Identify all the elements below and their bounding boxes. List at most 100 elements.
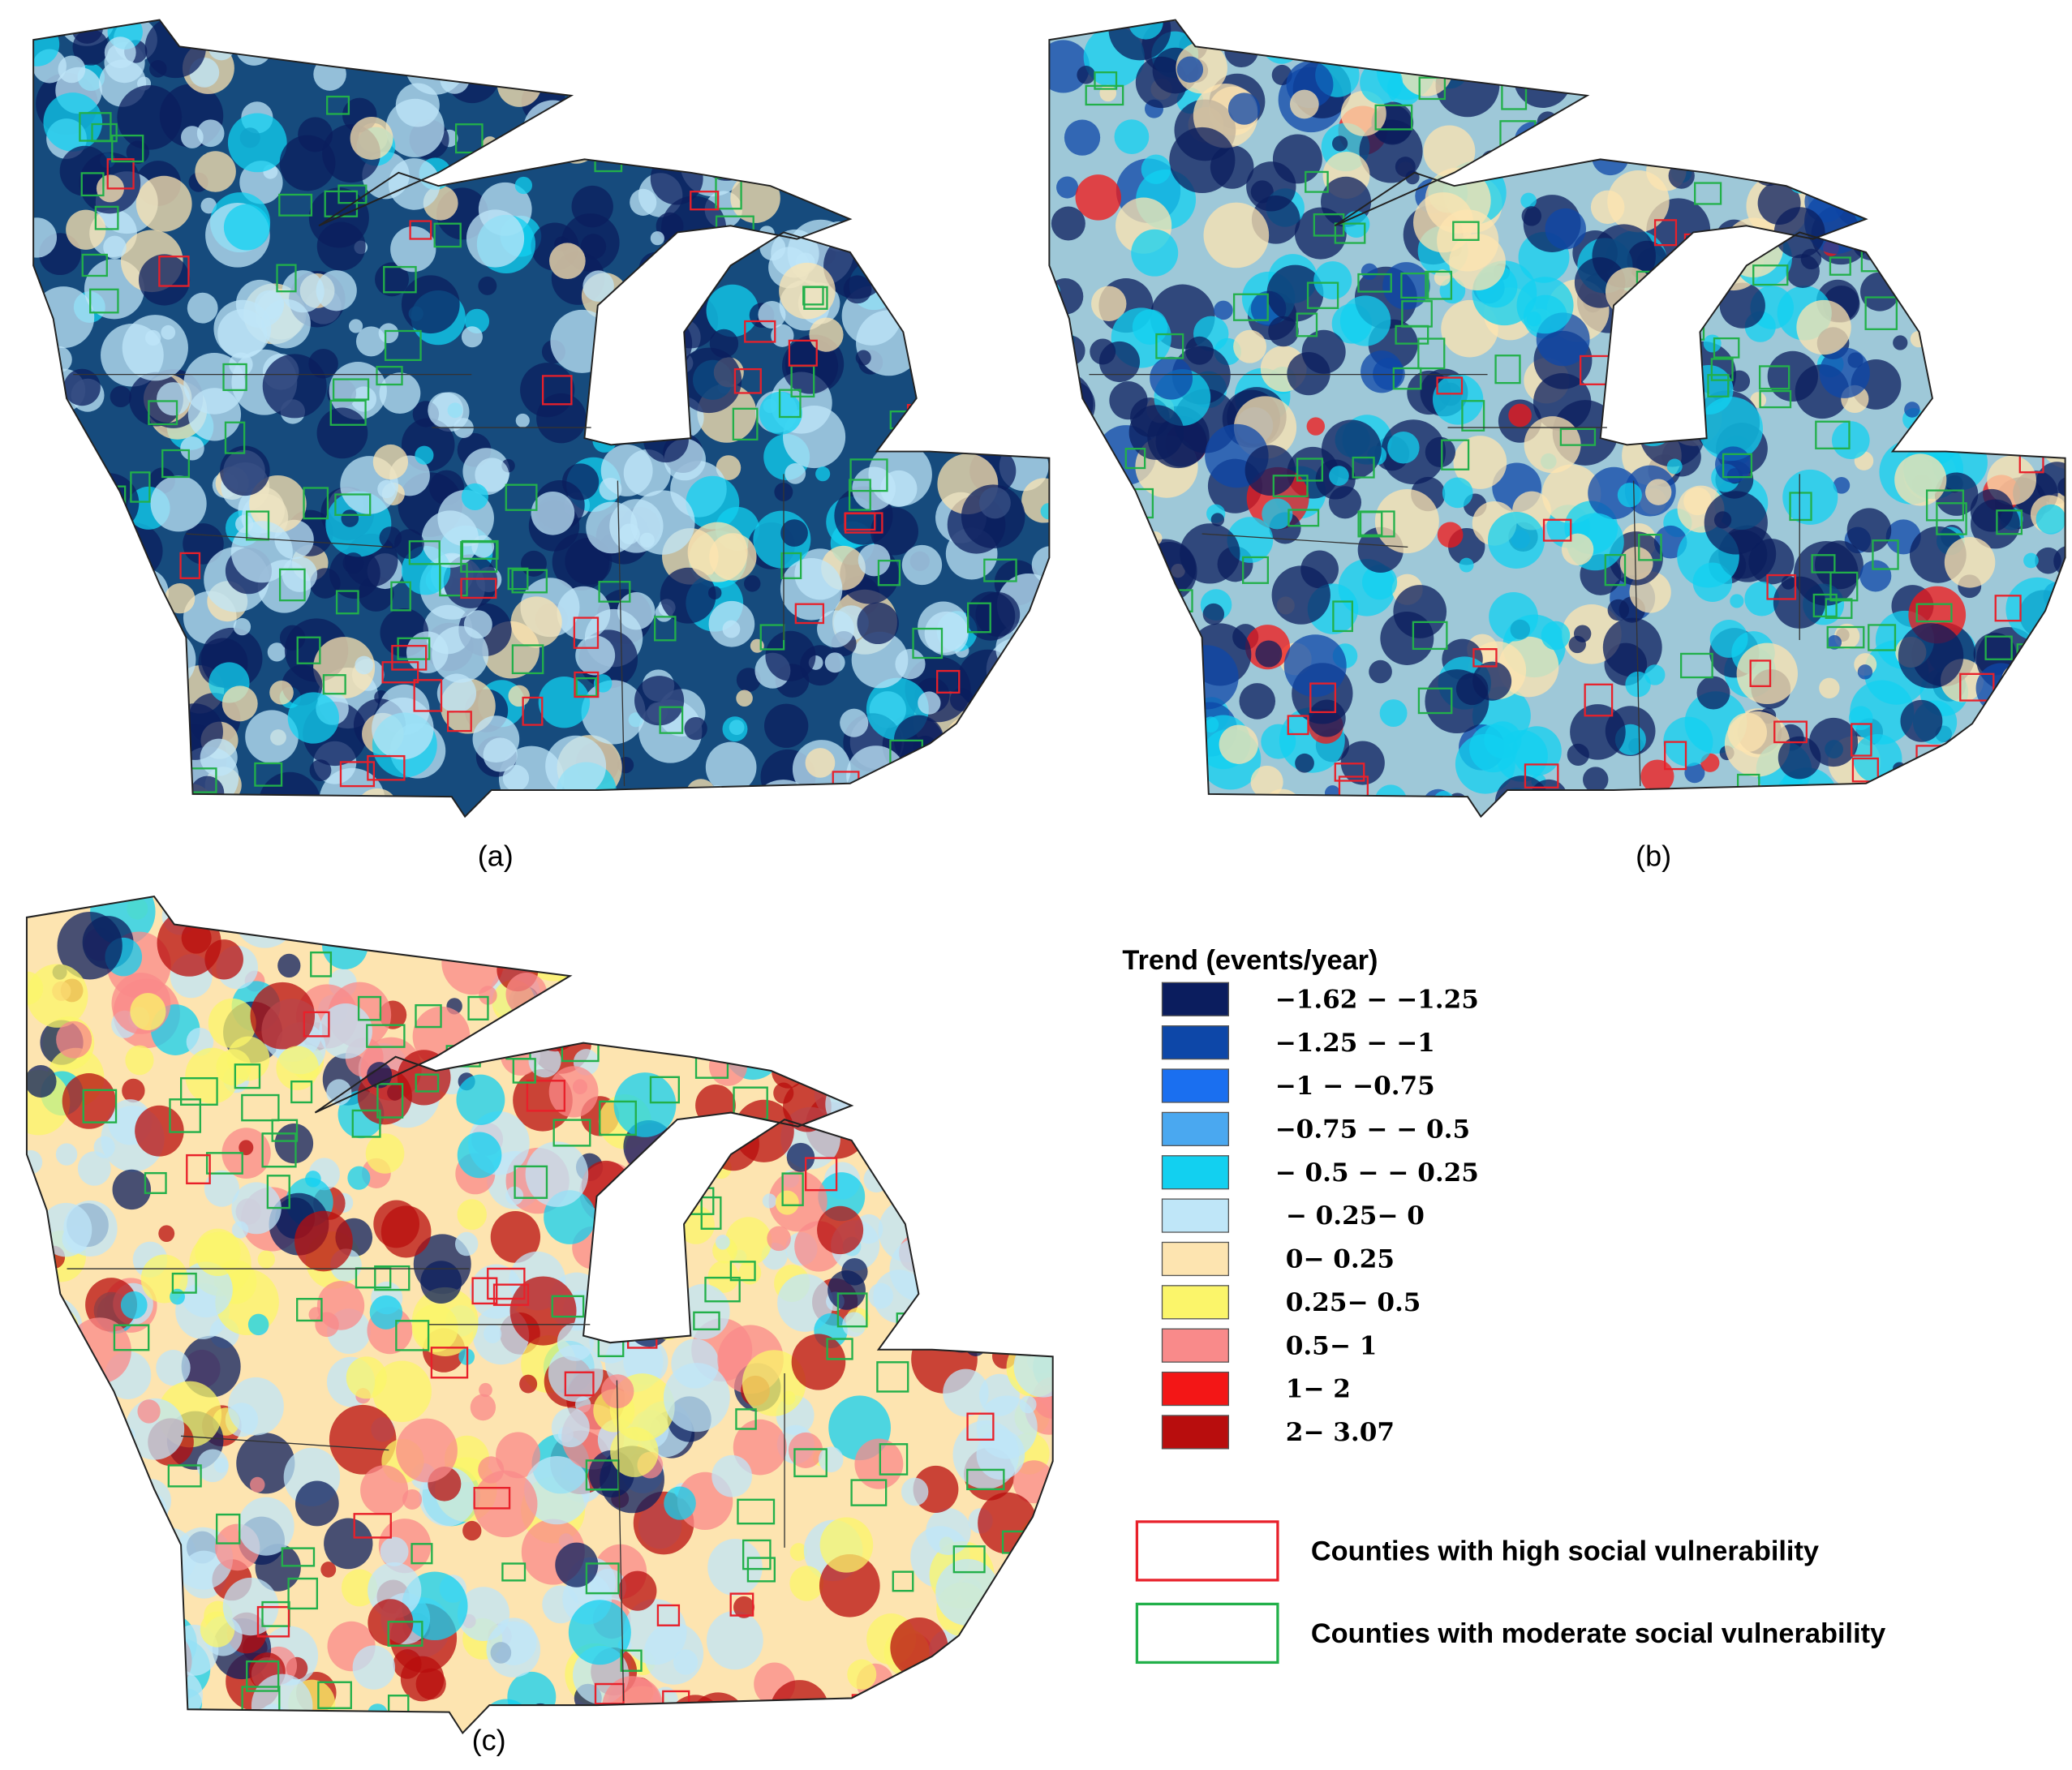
trend-patch — [991, 1678, 1027, 1716]
county-outline — [130, 471, 151, 503]
trend-patch — [785, 462, 806, 484]
trend-patch — [630, 490, 695, 555]
county-outline — [82, 1089, 118, 1123]
trend-patch — [1423, 125, 1476, 178]
trend-patch — [185, 1047, 239, 1104]
trend-patch — [611, 916, 642, 948]
trend-patch — [204, 1170, 239, 1207]
trend-patch — [1631, 402, 1675, 447]
county-outline — [1542, 518, 1572, 542]
trend-patch — [1728, 370, 1751, 393]
trend-patch — [1545, 208, 1586, 250]
trend-patch — [1425, 669, 1490, 734]
trend-patch — [1762, 97, 1782, 117]
county-outline — [98, 1660, 121, 1679]
trend-patch — [290, 900, 311, 921]
trend-patch — [436, 673, 477, 713]
county-outline — [1011, 1663, 1050, 1686]
trend-patch — [1135, 56, 1188, 109]
trend-patch — [1098, 341, 1141, 383]
trend-patch — [421, 510, 479, 568]
trend-patch — [663, 116, 710, 164]
county-outline — [1352, 456, 1375, 479]
trend-patch — [758, 300, 786, 329]
trend-patch — [1636, 135, 1668, 167]
trend-patch — [59, 1400, 89, 1432]
trend-patch — [140, 660, 174, 695]
county-outline — [1864, 296, 1898, 330]
trend-patch — [1246, 161, 1296, 212]
trend-patch — [264, 19, 311, 39]
legend-swatch — [1161, 1371, 1230, 1407]
trend-patch — [520, 363, 575, 418]
county-outline — [1418, 76, 1447, 101]
county-outline — [144, 1171, 167, 1194]
trend-patch — [1593, 83, 1614, 104]
trend-patch — [854, 1438, 904, 1489]
county-outline — [924, 100, 952, 119]
trend-patch — [644, 19, 674, 36]
county-outline — [727, 71, 758, 103]
trend-patch — [1874, 188, 1907, 222]
trend-patch — [1174, 645, 1239, 710]
trend-patch — [897, 749, 962, 814]
trend-patch — [786, 1142, 815, 1172]
trend-patch — [323, 896, 389, 929]
trend-patch — [466, 209, 525, 268]
county-outline — [179, 1076, 218, 1106]
trend-patch — [618, 1570, 657, 1611]
trend-patch — [1021, 1646, 1040, 1667]
county-outline — [649, 1076, 680, 1104]
county-outline — [167, 1464, 202, 1488]
trend-patch — [762, 1193, 777, 1209]
county-outline — [115, 724, 153, 745]
trend-patch — [948, 19, 1008, 65]
trend-patch — [1520, 192, 1537, 209]
trend-patch — [470, 1394, 497, 1421]
trend-patch — [1857, 187, 1903, 233]
trend-patch — [1984, 403, 2035, 455]
trend-patch — [1542, 19, 1594, 44]
trend-patch — [687, 913, 729, 956]
trend-patch — [1087, 648, 1116, 678]
trend-patch — [901, 145, 930, 174]
trend-patch — [55, 1143, 78, 1166]
trend-patch — [1904, 402, 1920, 418]
trend-patch — [2029, 58, 2048, 76]
trend-patch — [507, 1671, 557, 1723]
trend-patch — [926, 256, 962, 293]
county-outline — [746, 1557, 776, 1583]
county-outline — [148, 400, 178, 426]
trend-patch — [1150, 356, 1193, 400]
trend-patch — [585, 19, 626, 38]
county-outline — [1600, 136, 1630, 156]
legend-outline-label: Counties with high social vulnerability — [1311, 1536, 1819, 1566]
trend-patch — [220, 445, 270, 496]
trend-patch — [1143, 737, 1203, 798]
trend-patch — [999, 1626, 1021, 1648]
trend-patch — [1255, 640, 1283, 668]
trend-patch — [33, 750, 70, 800]
trend-patch — [1997, 201, 2014, 219]
trend-patch — [347, 1166, 371, 1190]
trend-patch — [875, 971, 903, 1000]
trend-patch — [45, 705, 92, 752]
trend-patch — [906, 1213, 946, 1253]
trend-patch — [819, 1554, 880, 1617]
trend-patch — [531, 491, 575, 535]
trend-patch — [38, 1408, 89, 1461]
trend-patch — [1289, 89, 1319, 119]
trend-patch — [1329, 466, 1349, 486]
trend-patch — [217, 309, 268, 359]
trend-patch — [130, 993, 166, 1031]
trend-patch — [67, 595, 113, 641]
trend-patch — [26, 1626, 67, 1691]
trend-patch — [990, 158, 1011, 179]
county-outline — [1792, 117, 1816, 144]
trend-patch — [545, 735, 607, 797]
trend-patch — [1521, 206, 1541, 226]
trend-patch — [845, 1055, 907, 1119]
trend-patch — [640, 274, 681, 316]
trend-patch — [957, 385, 992, 419]
trend-patch — [1131, 229, 1179, 277]
